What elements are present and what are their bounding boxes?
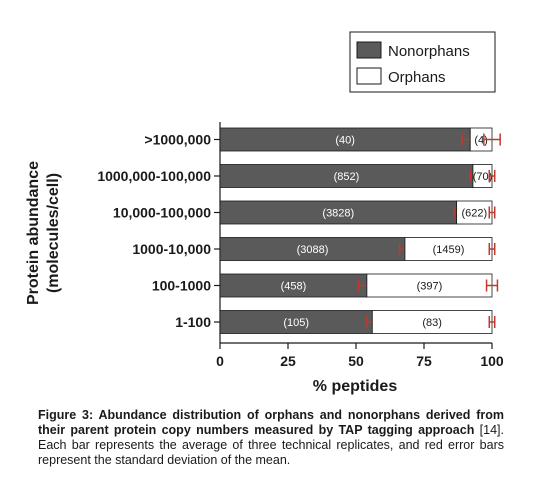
count-label-orphans: (1459) (433, 244, 465, 256)
legend-label-orphans: Orphans (388, 69, 446, 86)
count-label-nonorphans: (3088) (297, 244, 329, 256)
category-label: 100-1000 (152, 278, 211, 294)
stacked-bar-chart: Nonorphans Orphans Protein abundance (mo… (25, 31, 504, 395)
legend-box (349, 31, 496, 93)
category-label: 10,000-100,000 (113, 205, 211, 221)
count-label-orphans: (83) (422, 317, 442, 329)
count-label-orphans: (4) (474, 135, 487, 147)
legend: Nonorphans Orphans (349, 31, 496, 93)
y-axis-title-line-2: (molecules/cell) (45, 173, 62, 293)
count-label-orphans: (70) (473, 171, 493, 183)
x-tick-label: 25 (280, 353, 296, 369)
plot-area: 0 25 50 75 100 >1000,000 (40) (4) 1000,000-100,0… (97, 127, 504, 369)
category-label: 1000-10,000 (132, 241, 211, 257)
legend-swatch-orphans (356, 67, 382, 85)
error-bar (483, 133, 501, 146)
legend-label-nonorphans: Nonorphans (388, 43, 470, 60)
y-axis-title: Protein abundance (molecules/cell) (25, 161, 62, 305)
count-label-nonorphans: (40) (335, 135, 355, 147)
category-label: 1000,000-100,000 (97, 168, 211, 184)
x-axis-title: % peptides (313, 378, 398, 395)
category-label: >1000,000 (144, 132, 211, 148)
x-tick-label: 50 (348, 353, 364, 369)
count-label-nonorphans: (105) (283, 317, 309, 329)
caption-text: [14]. Each bar represents the average of… (38, 423, 504, 467)
legend-swatch-nonorphans (356, 41, 382, 59)
x-tick-label: 75 (416, 353, 432, 369)
y-axis-title-line-1: Protein abundance (25, 161, 42, 305)
error-bar (488, 316, 496, 328)
x-tick-label: 0 (216, 353, 224, 369)
count-label-nonorphans: (458) (281, 281, 307, 293)
count-label-orphans: (397) (417, 281, 443, 293)
error-bar (488, 170, 496, 182)
count-label-nonorphans: (3828) (322, 208, 354, 220)
figure-caption: Figure 3: Abundance distribution of orph… (38, 408, 504, 468)
error-bar (485, 279, 499, 292)
count-label-orphans: (622) (461, 208, 487, 220)
caption-label: Figure 3: Abundance distribution of orph… (38, 408, 504, 437)
error-bar (488, 243, 496, 255)
count-label-nonorphans: (852) (334, 171, 360, 183)
category-label: 1-100 (175, 314, 211, 330)
x-tick-label: 100 (480, 353, 504, 369)
error-bar (488, 206, 496, 219)
